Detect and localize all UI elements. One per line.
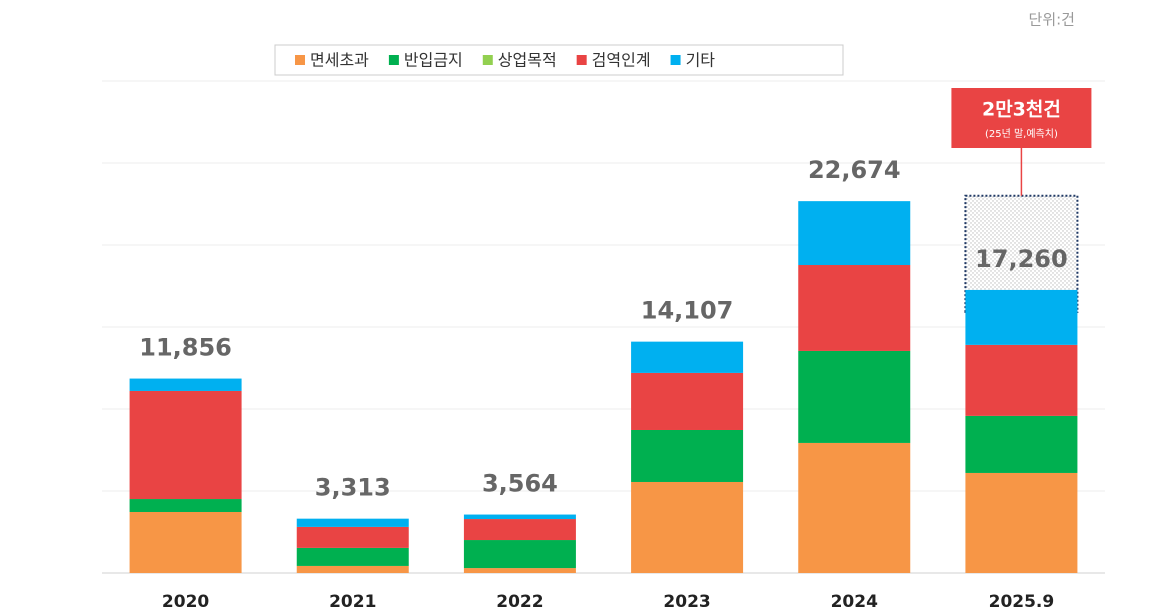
legend-swatch bbox=[295, 55, 305, 65]
bar-segment bbox=[463, 540, 576, 569]
bar-segment bbox=[129, 499, 242, 512]
bar-segment bbox=[631, 429, 744, 482]
bar-segment bbox=[798, 442, 911, 573]
bar-segment bbox=[463, 519, 576, 541]
bar-segment bbox=[631, 341, 744, 373]
bar-segment bbox=[463, 568, 576, 573]
bar-segment bbox=[296, 547, 409, 566]
legend-label: 검역인계 bbox=[592, 51, 651, 70]
x-tick-label: 2025.9 bbox=[989, 592, 1055, 612]
legend-label: 반입금지 bbox=[404, 51, 463, 70]
bar-segment bbox=[965, 344, 1078, 416]
bar-segment bbox=[798, 201, 911, 266]
total-label: 11,856 bbox=[139, 334, 232, 362]
legend-label: 기타 bbox=[686, 51, 716, 70]
legend-box bbox=[274, 44, 844, 76]
legend-swatch bbox=[576, 55, 587, 65]
bar-segment bbox=[129, 511, 242, 573]
total-label: 14,107 bbox=[641, 297, 734, 325]
bar-segment bbox=[798, 265, 911, 351]
total-label: 3,564 bbox=[482, 470, 558, 498]
bar-segment bbox=[798, 350, 911, 443]
bar-segment bbox=[463, 514, 576, 520]
x-tick-label: 2021 bbox=[329, 592, 376, 612]
total-label: 3,313 bbox=[315, 474, 391, 502]
callout-box bbox=[951, 88, 1092, 148]
unit-label: 단위:건 bbox=[1029, 11, 1075, 29]
callout-note: (25년 말,예측치) bbox=[985, 128, 1058, 140]
callout-title: 2만3천건 bbox=[982, 99, 1061, 121]
total-label: 22,674 bbox=[808, 156, 901, 184]
legend-swatch bbox=[482, 55, 493, 65]
bar-segment bbox=[296, 526, 409, 548]
legend-label: 상업목적 bbox=[498, 51, 557, 70]
bar-segment bbox=[296, 565, 409, 573]
bar-segment bbox=[296, 518, 409, 527]
bar-segment bbox=[965, 415, 1078, 473]
x-tick-label: 2024 bbox=[831, 592, 878, 612]
bar-segment bbox=[965, 289, 1078, 345]
bar-segment bbox=[965, 472, 1078, 573]
total-label: 17,260 bbox=[975, 245, 1068, 273]
x-tick-label: 2023 bbox=[663, 592, 710, 612]
legend-swatch bbox=[670, 55, 681, 65]
legend-label: 면세초과 bbox=[310, 51, 369, 70]
bar-segment bbox=[129, 390, 242, 500]
bar-segment bbox=[631, 372, 744, 430]
x-tick-label: 2022 bbox=[496, 592, 543, 612]
x-tick-label: 2020 bbox=[162, 592, 209, 612]
legend-swatch bbox=[388, 55, 399, 65]
bar-segment bbox=[129, 378, 242, 391]
bar-segment bbox=[631, 481, 744, 573]
